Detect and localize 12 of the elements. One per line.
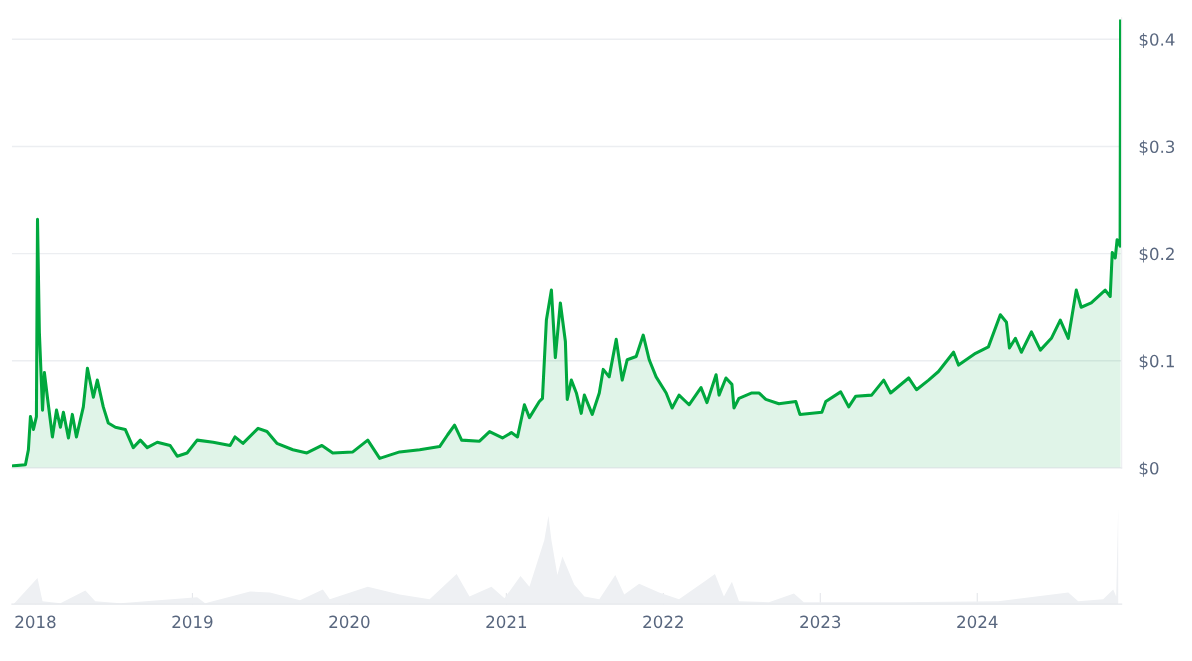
x-tick-label: 2022 xyxy=(643,615,683,629)
y-tick-label: $0.2 xyxy=(1139,247,1174,263)
y-tick-label: $0.1 xyxy=(1139,354,1174,370)
x-tick-label: 2024 xyxy=(957,615,998,629)
y-tick-label: $0 xyxy=(1139,461,1159,477)
x-tick-label: 2018 xyxy=(15,615,56,629)
x-tick-label: 2021 xyxy=(486,615,527,629)
x-tick-label: 2023 xyxy=(800,615,841,629)
x-tick-label: 2019 xyxy=(172,615,213,629)
x-tick-label: 2020 xyxy=(329,615,370,629)
y-tick-label: $0.4 xyxy=(1139,32,1175,49)
y-tick-label: $0.3 xyxy=(1139,140,1175,156)
